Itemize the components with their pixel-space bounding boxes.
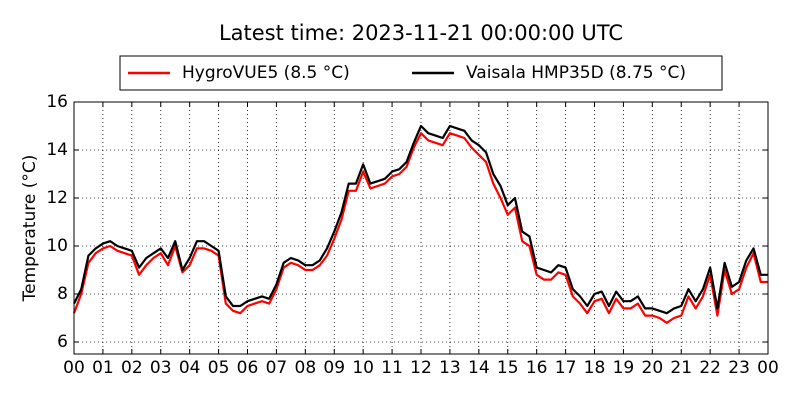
legend-label: HygroVUE5 (8.5 °C) (182, 63, 350, 83)
series-line (72, 132, 768, 324)
y-tick-label: 10 (46, 236, 68, 256)
x-tick-label: 11 (381, 358, 403, 378)
series-line (73, 124, 768, 315)
x-tick-label: 16 (526, 358, 548, 378)
y-tick-label: 14 (46, 140, 68, 160)
y-tick-label: 16 (46, 92, 68, 112)
x-tick-label: 17 (555, 358, 577, 378)
x-tick-label: 13 (439, 358, 461, 378)
x-tick-label: 19 (613, 358, 635, 378)
y-tick-label: 6 (57, 332, 68, 352)
x-tick-label: 03 (150, 358, 172, 378)
x-tick-label: 23 (728, 358, 750, 378)
x-tick-label: 15 (497, 358, 519, 378)
x-tick-label: 09 (323, 358, 345, 378)
plot-frame (73, 101, 769, 355)
x-tick-label: 07 (266, 358, 288, 378)
x-tick-label: 20 (642, 358, 664, 378)
chart-title: Latest time: 2023-11-21 00:00:00 UTC (219, 21, 623, 45)
x-tick-label: 14 (468, 358, 490, 378)
x-tick-label: 00 (757, 358, 779, 378)
x-tick-label: 05 (208, 358, 230, 378)
y-axis-label: Temperature (°C) (20, 155, 40, 303)
x-tick-label: 01 (92, 358, 114, 378)
x-tick-label: 06 (237, 358, 259, 378)
x-tick-label: 04 (179, 358, 201, 378)
x-tick-label: 00 (63, 358, 85, 378)
legend-label: Vaisala HMP35D (8.75 °C) (466, 63, 686, 83)
x-tick-label: 12 (410, 358, 432, 378)
x-tick-label: 02 (121, 358, 143, 378)
x-tick-label: 22 (699, 358, 721, 378)
x-tick-label: 10 (352, 358, 374, 378)
x-tick-label: 18 (584, 358, 606, 378)
x-tick-label: 21 (670, 358, 692, 378)
y-tick-label: 8 (57, 284, 68, 304)
y-tick-label: 12 (46, 188, 68, 208)
x-tick-label: 08 (295, 358, 317, 378)
